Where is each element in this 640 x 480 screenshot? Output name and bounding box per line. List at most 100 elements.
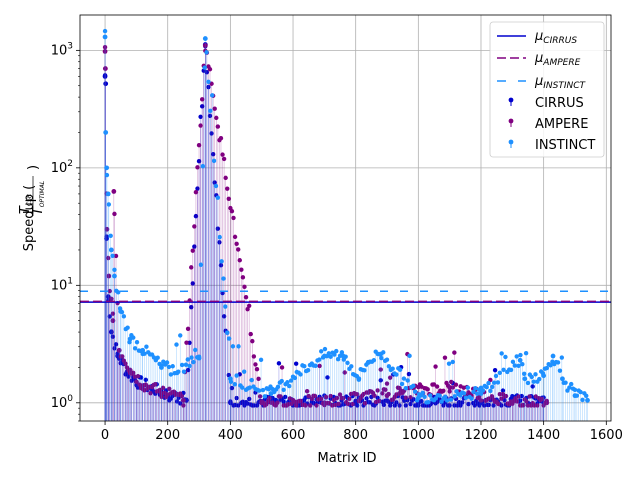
data-point — [510, 359, 516, 365]
x-tick-label: 1400 — [527, 428, 560, 443]
data-point — [232, 382, 237, 387]
data-point — [434, 384, 440, 389]
data-point — [516, 394, 521, 399]
data-point — [251, 354, 257, 359]
data-point — [192, 224, 197, 229]
data-point — [527, 394, 532, 399]
data-point — [157, 387, 163, 393]
data-point — [439, 399, 444, 404]
data-point — [113, 342, 119, 347]
data-point — [220, 152, 225, 157]
data-point — [116, 347, 122, 353]
data-point — [189, 355, 194, 360]
data-point — [380, 391, 385, 396]
x-tick-label: 0 — [101, 428, 109, 443]
data-point — [407, 353, 412, 359]
data-point — [160, 385, 166, 391]
data-point — [226, 336, 232, 341]
data-point — [239, 267, 244, 272]
data-point — [478, 398, 484, 403]
data-point — [215, 195, 221, 200]
data-point — [237, 258, 242, 263]
data-point — [347, 396, 352, 401]
data-point — [202, 43, 208, 48]
data-point — [452, 394, 457, 399]
data-point — [535, 403, 540, 408]
data-point — [268, 391, 274, 396]
data-point — [364, 396, 369, 401]
data-point — [415, 395, 421, 401]
data-point — [183, 362, 189, 367]
data-point — [537, 376, 542, 382]
data-point — [242, 284, 247, 290]
data-point — [544, 400, 550, 406]
x-axis-label: Matrix ID — [318, 451, 377, 466]
data-point — [217, 234, 222, 240]
data-point — [144, 344, 149, 349]
data-point — [486, 380, 491, 386]
data-point — [449, 379, 454, 385]
data-point — [257, 394, 263, 399]
data-point — [256, 388, 262, 393]
data-point — [443, 394, 448, 399]
data-point — [192, 244, 197, 249]
data-point — [148, 390, 153, 396]
data-point — [185, 367, 191, 373]
data-point — [403, 395, 409, 400]
data-point — [459, 400, 465, 405]
data-point — [321, 353, 327, 359]
data-point — [491, 403, 496, 408]
data-point — [140, 347, 146, 353]
legend-label-mean: μINSTINCT — [534, 74, 587, 91]
data-point — [218, 136, 224, 141]
data-point — [198, 262, 204, 267]
data-point — [328, 354, 333, 359]
data-point — [422, 394, 427, 400]
y-tick-label: 103 — [51, 41, 73, 58]
plot-frame — [79, 14, 612, 422]
data-point — [397, 403, 402, 408]
data-point — [503, 393, 509, 399]
data-point — [512, 363, 518, 368]
data-point — [433, 364, 438, 369]
legend: μCIRRUS μAMPERE μINSTINCT CIRRUS AMPERE INSTI… — [489, 21, 605, 158]
data-point — [304, 389, 310, 394]
data-point — [533, 372, 538, 377]
data-point — [335, 356, 341, 362]
data-point — [107, 314, 112, 319]
data-point — [326, 400, 332, 406]
data-point — [179, 362, 185, 368]
data-point — [306, 393, 311, 399]
legend-label-series: CIRRUS — [535, 96, 584, 111]
data-point — [123, 361, 128, 366]
data-point — [125, 325, 130, 330]
x-tick-label: 800 — [343, 428, 368, 443]
data-point — [209, 131, 214, 136]
data-point — [332, 352, 337, 357]
x-tick-label: 1600 — [590, 428, 623, 443]
data-point — [110, 311, 116, 316]
data-point — [544, 365, 549, 371]
data-point — [190, 281, 195, 286]
data-point — [378, 378, 383, 383]
legend-swatch-marker — [508, 139, 514, 145]
data-point — [478, 391, 484, 396]
data-point — [325, 375, 330, 380]
data-point — [103, 130, 109, 135]
data-point — [174, 342, 179, 347]
data-point — [234, 373, 239, 378]
data-point — [209, 81, 214, 86]
data-point — [293, 361, 299, 366]
data-point — [279, 365, 285, 370]
data-point — [405, 378, 410, 383]
data-point — [189, 304, 194, 310]
data-point — [383, 387, 388, 392]
data-point — [497, 392, 502, 397]
data-point — [491, 380, 497, 385]
data-point — [110, 253, 115, 258]
data-point — [532, 403, 537, 408]
data-point — [386, 364, 392, 369]
data-point — [195, 186, 200, 191]
data-point — [105, 255, 111, 261]
legend-label-mean: μAMPERE — [534, 51, 581, 68]
